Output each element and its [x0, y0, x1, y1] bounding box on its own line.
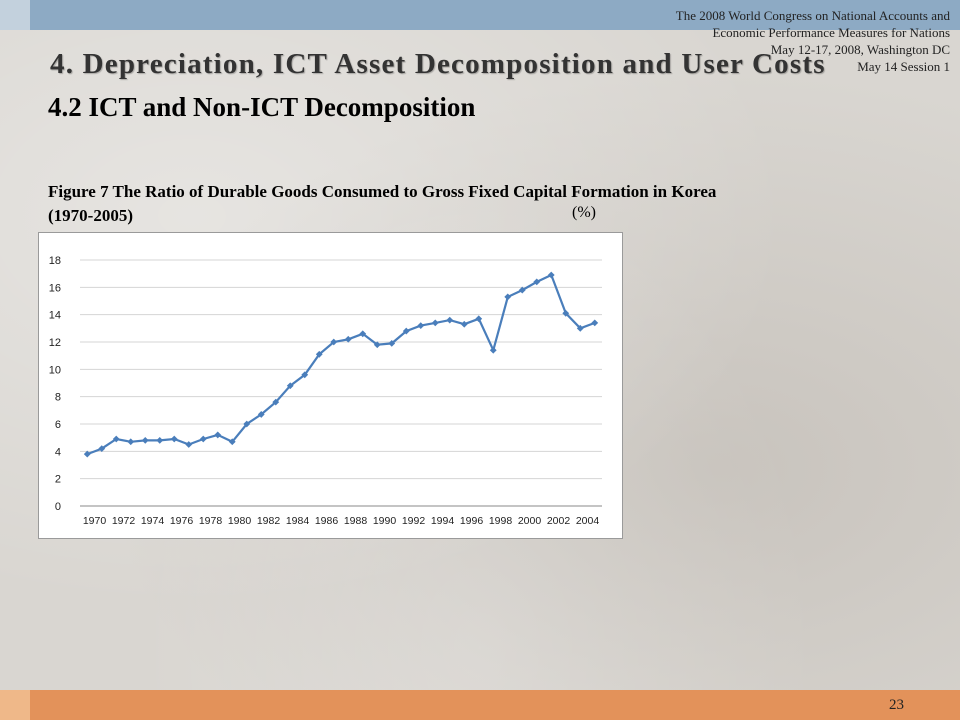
- data-point-marker: [330, 338, 338, 346]
- conference-note-line: The 2008 World Congress on National Acco…: [675, 8, 950, 23]
- data-point-marker: [199, 435, 207, 443]
- x-tick-label: 1988: [344, 515, 368, 527]
- conference-note: The 2008 World Congress on National Acco…: [620, 7, 950, 75]
- data-point-marker: [141, 437, 149, 444]
- y-tick-label: 16: [49, 282, 61, 294]
- x-tick-label: 1974: [141, 515, 165, 527]
- data-point-marker: [547, 271, 555, 279]
- x-tick-label: 1982: [257, 515, 281, 527]
- y-tick-label: 14: [49, 310, 61, 322]
- data-point-marker: [214, 431, 222, 439]
- data-point-marker: [504, 293, 512, 301]
- x-tick-label: 2000: [518, 515, 542, 527]
- y-tick-label: 10: [49, 364, 61, 376]
- y-tick-label: 6: [55, 419, 61, 431]
- data-point-marker: [228, 438, 236, 446]
- conference-note-line: May 12-17, 2008, Washington DC: [770, 42, 950, 57]
- page-number: 23: [889, 697, 904, 713]
- data-point-marker: [562, 309, 570, 317]
- x-tick-label: 1980: [228, 515, 252, 527]
- x-tick-label: 1986: [315, 515, 339, 527]
- y-tick-label: 0: [55, 501, 61, 513]
- data-point-marker: [301, 371, 309, 379]
- data-point-marker: [576, 324, 584, 332]
- x-tick-label: 1976: [170, 515, 194, 527]
- x-tick-label: 1970: [83, 515, 107, 527]
- data-point-marker: [475, 315, 483, 323]
- data-point-marker: [272, 398, 280, 406]
- data-point-marker: [417, 322, 425, 329]
- data-point-marker: [359, 330, 367, 338]
- data-point-marker: [286, 382, 294, 390]
- y-tick-label: 12: [49, 337, 61, 349]
- data-point-marker: [373, 341, 381, 349]
- slide-subtitle: 4.2 ICT and Non-ICT Decomposition: [48, 92, 476, 122]
- bottom-banner: [0, 690, 960, 720]
- conference-note-line: Economic Performance Measures for Nation…: [712, 25, 950, 40]
- bottom-banner-accent: [0, 690, 30, 720]
- top-banner-accent: [0, 0, 30, 30]
- data-point-marker: [127, 438, 135, 446]
- data-point-marker: [257, 411, 265, 418]
- data-point-marker: [431, 319, 439, 327]
- data-point-marker: [112, 435, 120, 443]
- data-point-marker: [185, 441, 193, 448]
- x-tick-label: 1978: [199, 515, 223, 527]
- x-tick-label: 1984: [286, 515, 310, 527]
- top-banner: [0, 0, 960, 30]
- data-point-marker: [388, 339, 396, 347]
- figure-caption: Figure 7 The Ratio of Durable Goods Cons…: [48, 182, 717, 225]
- data-point-marker: [489, 346, 497, 354]
- data-point-marker: [402, 327, 410, 335]
- x-tick-label: 2004: [576, 515, 600, 527]
- x-tick-label: 1972: [112, 515, 136, 527]
- slide-title: 4. Depreciation, ICT Asset Decomposition…: [50, 48, 826, 80]
- y-tick-label: 2: [55, 474, 61, 486]
- x-tick-label: 1992: [402, 515, 426, 527]
- data-point-marker: [460, 320, 468, 328]
- chart-canvas: 0 2 4 6 8 10 12 14 16 18 1970 1972 1974 1976 1978 1980 1…: [49, 255, 602, 527]
- unit-label: (%): [572, 204, 596, 221]
- data-point-marker: [344, 335, 352, 343]
- x-tick-label: 1994: [431, 515, 455, 527]
- data-point-marker: [98, 445, 106, 452]
- y-tick-label: 8: [55, 392, 61, 404]
- x-tick-label: 2002: [547, 515, 571, 527]
- data-point-marker: [446, 316, 454, 324]
- conference-note-line: May 14 Session 1: [857, 59, 950, 74]
- data-point-marker: [591, 319, 599, 327]
- data-point-marker: [156, 437, 164, 444]
- series-line: [86, 273, 596, 456]
- data-point-marker: [83, 450, 91, 458]
- y-tick-label: 18: [49, 255, 61, 267]
- y-tick-label: 4: [55, 446, 61, 458]
- x-tick-label: 1998: [489, 515, 513, 527]
- data-point-marker: [170, 435, 178, 443]
- x-tick-label: 1996: [460, 515, 484, 527]
- line-chart: 0 2 4 6 8 10 12 14 16 18 1970 1972 1974 1976 1978 1980 1…: [38, 232, 623, 539]
- data-point-marker: [315, 350, 323, 358]
- data-point-marker: [518, 286, 526, 294]
- x-tick-label: 1990: [373, 515, 397, 527]
- data-point-marker: [533, 278, 541, 286]
